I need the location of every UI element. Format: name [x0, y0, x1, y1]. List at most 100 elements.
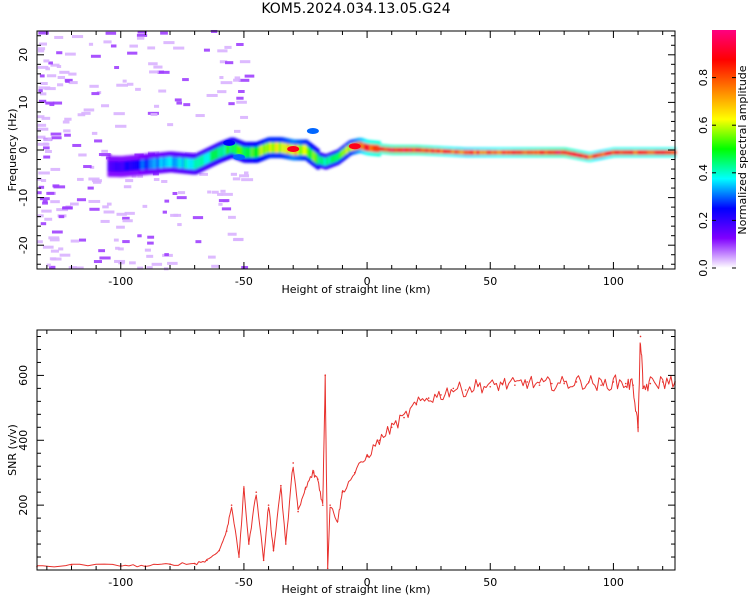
snr-x-ticks: -100 -50 0 50 100: [46, 330, 664, 589]
spectrogram-ridge-core: [379, 146, 383, 152]
spectrogram-noise-cell: [98, 153, 111, 157]
spectrogram-noise-cell: [70, 239, 80, 243]
spectrogram-ridge-core: [428, 148, 433, 154]
spectrogram-noise-cell: [116, 212, 127, 216]
spectrogram-noise-cell: [46, 263, 51, 267]
spectrogram-noise-cell: [44, 149, 52, 153]
spectrogram-noise-cell: [114, 66, 120, 70]
snr-data-point: [563, 382, 565, 385]
spectrogram-noise-cell: [37, 47, 46, 51]
spectrogram-ridge-core: [511, 150, 515, 155]
spectrogram-ridge-core: [369, 144, 374, 152]
spectrogram-noise-cell: [54, 35, 64, 39]
spectrogram-ridge-core: [544, 150, 549, 155]
spectrogram-ridge-core: [304, 144, 309, 156]
snr-y-tick-label: 400: [17, 430, 30, 451]
spectrogram-noise-cell: [218, 202, 223, 206]
spectrogram-ridge-core: [142, 159, 147, 170]
spectrogram-ridge-core: [631, 150, 636, 155]
spectrogram-noise-cell: [43, 146, 50, 150]
spectrogram-ridge-core: [198, 156, 202, 168]
spectrogram-blob: [287, 146, 300, 153]
spectrogram-ridge-core: [639, 150, 644, 155]
spectrogram-ridge-core: [424, 148, 429, 153]
snr-y-tick-label: 200: [17, 495, 30, 516]
spectrogram-ridge-core: [129, 160, 133, 171]
spectrogram-noise-cell: [136, 36, 145, 40]
spectrogram-ridge-core: [418, 147, 423, 153]
spectrogram-ridge-core: [395, 147, 399, 153]
spectrogram-ridge-core: [637, 150, 642, 155]
spectrogram-ridge-core: [259, 145, 263, 157]
spectrogram-noise-cell: [39, 74, 45, 78]
spectrogram-noise-cell: [37, 65, 49, 69]
spectrogram-ridge-core: [562, 150, 567, 155]
snr-data-point: [661, 381, 664, 383]
spectrogram-ridge-core: [629, 150, 634, 155]
spectrogram-noise-cell: [142, 204, 148, 208]
spectrogram-ridge-core: [107, 161, 111, 172]
spectrogram-ridge-core: [255, 147, 259, 158]
spectrogram-noise-cell: [232, 177, 241, 181]
spectrogram-noise-cell: [161, 179, 168, 183]
spectrogram-noise-cell: [137, 30, 147, 34]
spectrogram-noise-cell: [90, 54, 101, 58]
spectrogram-ridge-core: [170, 156, 174, 168]
spectrogram-noise-cell: [136, 33, 148, 37]
snr-data-point: [341, 491, 344, 493]
spectrogram-ridge-core: [314, 152, 318, 163]
spectrogram-noise-cell: [239, 174, 250, 178]
spectrogram-ridge-core: [373, 144, 377, 153]
spectrogram-ridge-core: [365, 143, 370, 152]
spectrogram-ridge-core: [495, 150, 500, 155]
spectrogram-noise-cell: [51, 136, 62, 140]
snr-data-point: [514, 384, 516, 386]
snr-data-point: [324, 374, 327, 377]
snr-data-point: [70, 564, 73, 566]
spectrogram-ridge-core: [442, 148, 446, 154]
spectrogram-ridge-core: [115, 161, 119, 172]
spectrogram-ridge-core: [209, 151, 214, 162]
snr-data-point: [600, 384, 602, 386]
spectrogram-noise-cell: [157, 70, 170, 74]
spectrogram-ridge-core: [345, 146, 350, 154]
spectrogram-ridge-core: [422, 147, 427, 153]
spectrogram-x-tick-label: 0: [364, 275, 371, 288]
spectrogram-ridge-core: [659, 150, 663, 155]
spectrogram-ridge-core: [239, 145, 243, 157]
spectrogram-noise-cell: [220, 189, 226, 193]
spectrogram-ridge-core: [655, 150, 659, 155]
spectrogram-ridge-core: [223, 145, 228, 156]
snr-x-tick-label: 0: [364, 576, 371, 589]
spectrogram-ridge-core: [253, 147, 257, 158]
spectrogram-ridge-core: [215, 148, 220, 159]
snr-data-point: [415, 403, 418, 406]
spectrogram-ridge-core: [156, 157, 161, 169]
spectrogram-ridge-core: [450, 149, 454, 155]
spectrogram-ridge-core: [552, 150, 557, 155]
spectrogram-noise-cell: [122, 216, 130, 220]
snr-data-point: [262, 559, 265, 562]
snr-data-point: [272, 549, 275, 552]
spectrogram-ridge-core: [529, 150, 533, 155]
spectrogram-noise-cell: [40, 222, 47, 226]
spectrogram-ridge-core: [420, 147, 425, 153]
spectrogram-ridge-core: [649, 150, 653, 155]
snr-data-point: [292, 462, 294, 464]
spectrogram-noise-cell: [118, 247, 124, 251]
spectrogram-noise-cell: [116, 225, 125, 229]
spectrogram-ridge-core: [391, 147, 395, 153]
spectrogram-ridge-core: [600, 152, 604, 158]
spectrogram-noise-cell: [218, 199, 230, 203]
spectrogram-ridge-core: [235, 144, 240, 155]
spectrogram-blob: [232, 154, 245, 161]
spectrogram-noise-cell: [77, 177, 84, 181]
spectrogram-ridge-core: [615, 150, 620, 155]
snr-data-point: [317, 478, 319, 480]
spectrogram-ridge-core: [334, 154, 338, 162]
spectrogram-noise-cell: [146, 254, 154, 258]
spectrogram-noise-cell: [57, 83, 64, 87]
spectrogram-ridge-core: [164, 157, 169, 168]
snr-data-point: [390, 426, 393, 429]
spectrogram-noise-cell: [103, 210, 115, 214]
